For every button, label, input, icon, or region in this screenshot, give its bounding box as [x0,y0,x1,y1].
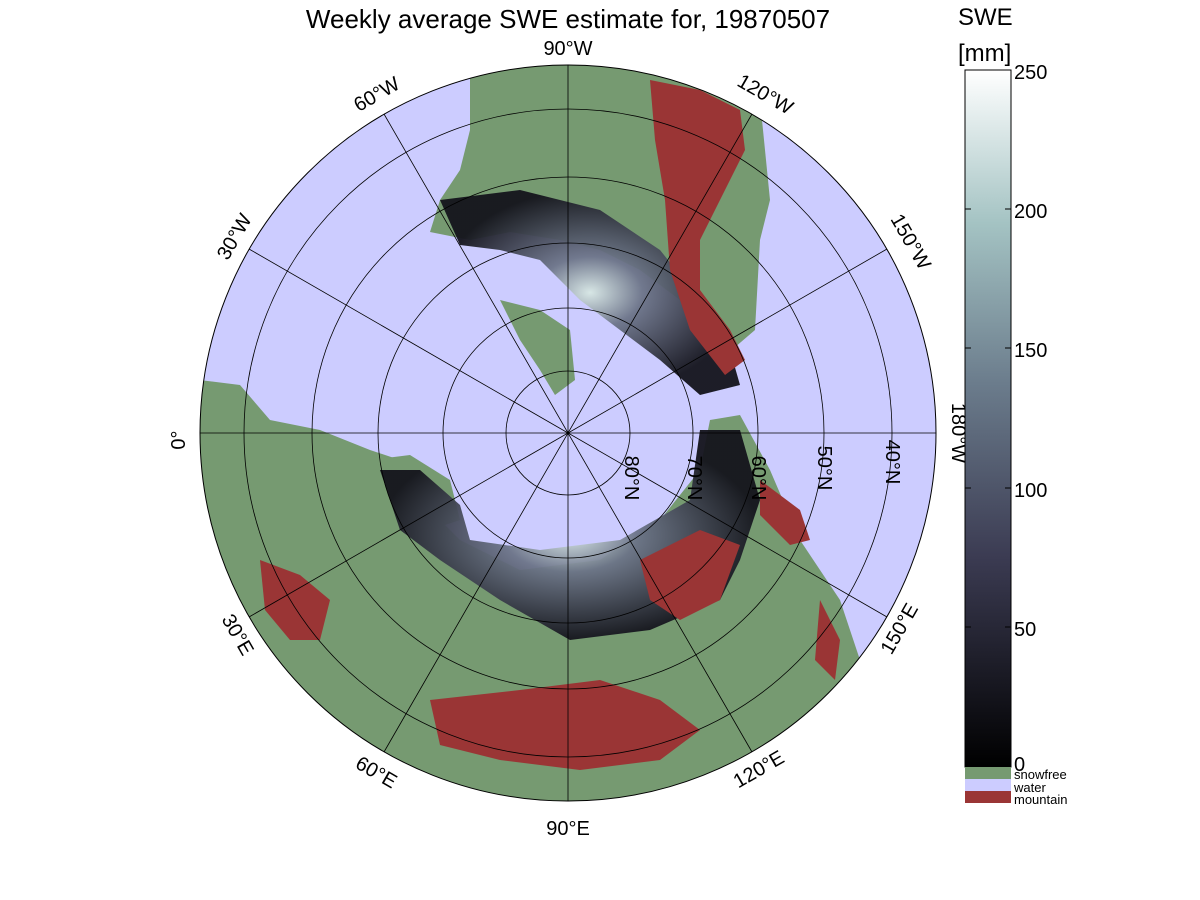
legend-swatch-mountain [965,791,1011,803]
legend-swatch-snowfree [965,767,1011,779]
colorbar-tick-200: 200 [1014,201,1047,223]
colorbar-tick-250: 250 [1014,62,1047,84]
legend-swatch-water [965,779,1011,791]
mountain-rockies [650,80,745,375]
lat-label-70n: 70°N [683,456,705,501]
mountain-alps-caucasus [260,560,330,640]
lat-label-50n: 50°N [813,446,835,491]
lat-label-80n: 80°N [620,456,642,501]
snow-cover-north-america [440,190,740,395]
colorbar-tick-150: 150 [1014,340,1047,362]
lat-label-60n: 60°N [747,456,769,501]
colorbar-tick-0: 0 [1014,754,1025,776]
legend-label-snowfree: snowfree [1014,767,1067,782]
mountain-alaska [760,480,810,545]
colorbar-label-quantity: SWE [958,4,1013,31]
lon-label-180w: 180°W [947,403,969,463]
map-title: Weekly average SWE estimate for, 1987050… [305,4,831,34]
landmasses [200,65,860,801]
lon-label-60e: 60°E [352,752,401,793]
mountain-kamchatka [815,600,840,680]
legend-label-mountain: mountain [1014,792,1067,807]
colorbar-tick-50: 50 [1014,619,1036,641]
graticule [200,65,936,801]
colorbar-gradient [964,69,1012,768]
lat-label-40n: 40°N [881,440,903,485]
mountain-central-asia [430,680,700,770]
arctic-island [500,300,575,395]
legend-label-water: water [1013,780,1046,795]
lon-label-90w: 90°W [543,38,592,60]
mountain-east-siberia [640,530,740,620]
meridian-150-w-30-e [248,248,888,618]
lon-label-0: 0° [168,430,190,449]
colorbar-tick-100: 100 [1014,480,1047,502]
map-border [199,64,937,802]
latitude-labels: 80°N 70°N 60°N 50°N 40°N [620,440,903,501]
colorbar-label-unit: [mm] [958,40,1012,67]
lon-label-90e: 90°E [546,818,590,840]
colorbar: 250 200 150 100 50 0 snowfree water moun… [964,62,1067,807]
